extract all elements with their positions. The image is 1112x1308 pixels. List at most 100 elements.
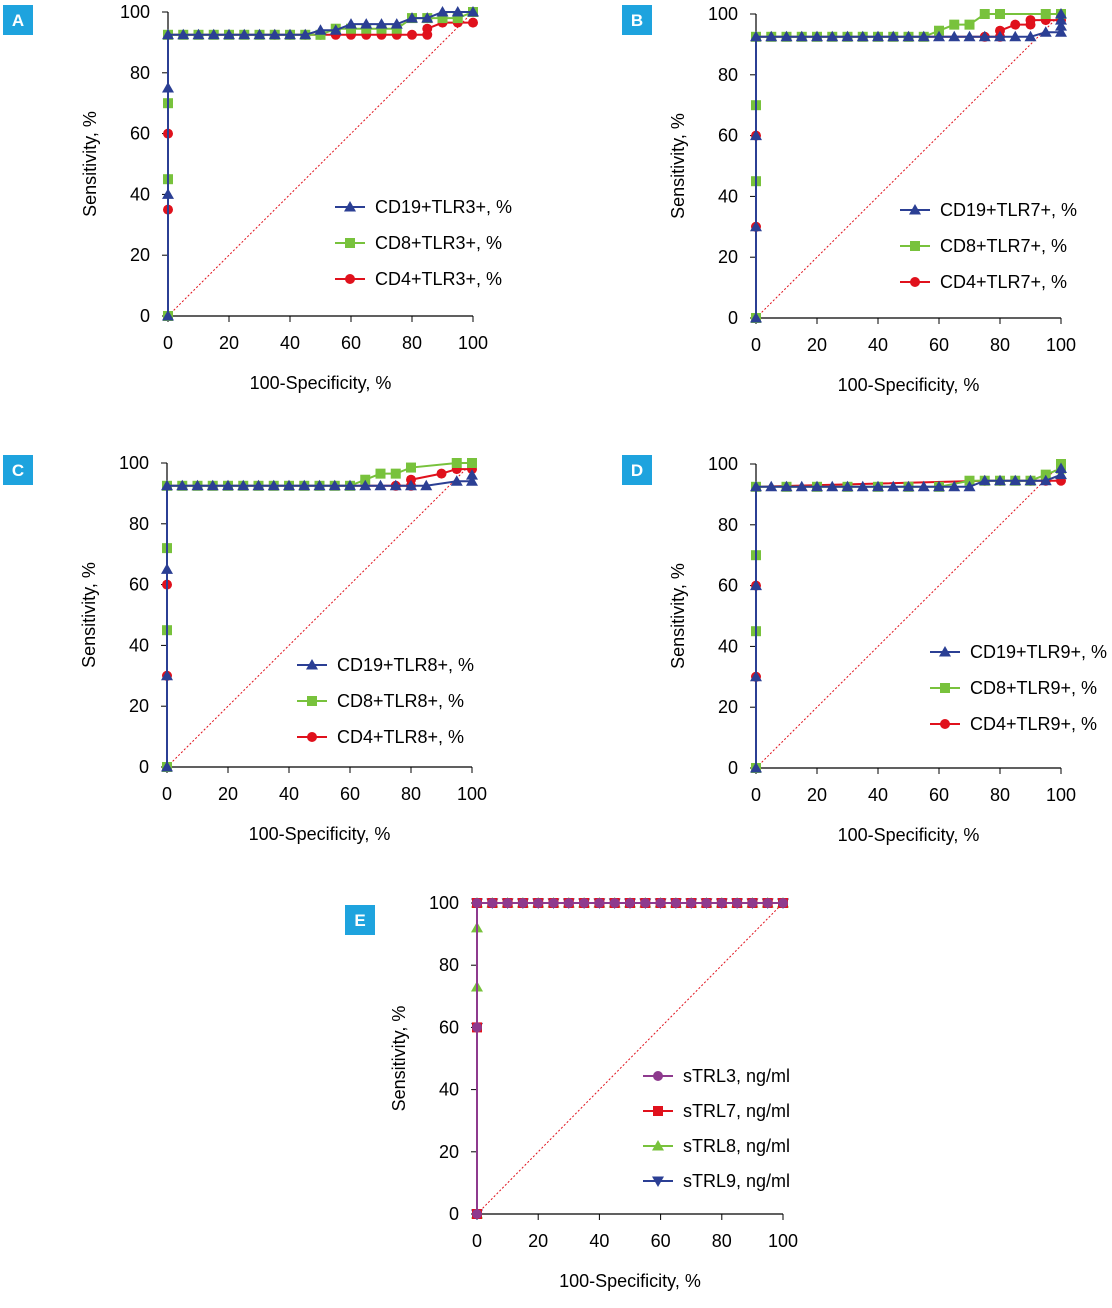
x-tick-label: 40: [280, 333, 300, 353]
data-point: [732, 898, 743, 908]
data-point: [360, 474, 371, 485]
data-point: [406, 12, 418, 23]
panel-badge: [3, 455, 33, 485]
data-point: [1055, 20, 1067, 31]
y-tick-label: 60: [129, 575, 149, 595]
x-tick-label: 40: [868, 335, 888, 355]
x-tick-label: 60: [929, 335, 949, 355]
data-point: [451, 6, 464, 17]
data-point: [315, 29, 326, 40]
data-point: [466, 469, 478, 480]
data-point: [162, 28, 174, 40]
data-point: [1024, 474, 1037, 486]
y-tick-label: 20: [439, 1142, 459, 1162]
data-point: [762, 898, 773, 908]
x-tick-label: 80: [990, 785, 1010, 805]
y-tick-label: 60: [130, 124, 150, 144]
legend-marker: [652, 1140, 664, 1151]
data-point: [299, 28, 312, 40]
data-point: [563, 898, 574, 908]
data-point: [436, 468, 447, 479]
data-point: [389, 479, 402, 491]
panel-letter: D: [631, 461, 643, 480]
y-tick-label: 20: [129, 696, 149, 716]
legend-marker: [940, 683, 950, 693]
legend-marker: [653, 1071, 663, 1081]
y-axis-label: Sensitivity, %: [389, 1006, 409, 1112]
data-point: [750, 30, 762, 42]
legend-label: CD4+TLR9+, %: [970, 714, 1097, 734]
legend-label: CD8+TLR9+, %: [970, 678, 1097, 698]
data-point: [625, 898, 635, 908]
y-axis-label: Sensitivity, %: [668, 113, 688, 219]
panel-d: D 0 20 40 60 80 100 0 20 40 60 80 100 100-Specificity…: [622, 454, 1107, 845]
data-point: [948, 480, 961, 492]
legend-marker: [940, 719, 950, 729]
legend-label: CD19+TLR8+, %: [337, 655, 474, 675]
series-0: [162, 6, 479, 321]
data-point: [407, 29, 417, 40]
data-point: [963, 480, 976, 492]
data-point: [344, 479, 356, 491]
data-point: [390, 18, 403, 29]
data-point: [686, 898, 697, 908]
data-point: [283, 479, 295, 491]
legend-label: sTRL8, ng/ml: [683, 1136, 790, 1156]
data-point: [548, 898, 559, 908]
y-tick-label: 40: [718, 636, 738, 656]
data-point: [406, 474, 416, 485]
x-tick-label: 0: [751, 785, 761, 805]
x-tick-label: 40: [279, 784, 299, 804]
series-line: [166, 468, 472, 767]
legend-label: sTRL9, ng/ml: [683, 1171, 790, 1191]
data-point: [284, 28, 296, 40]
y-tick-label: 0: [728, 308, 738, 328]
x-tick-label: 100: [1046, 335, 1076, 355]
data-point: [1009, 474, 1022, 486]
data-point: [345, 18, 357, 29]
data-point: [716, 898, 727, 908]
y-tick-label: 80: [718, 515, 738, 535]
y-tick-label: 40: [130, 184, 150, 204]
data-point: [750, 762, 762, 773]
legend: sTRL3, ng/ml sTRL7, ng/ml sTRL8, ng/ml sTRL…: [643, 1066, 790, 1191]
data-point: [778, 898, 788, 908]
legend: CD19+TLR3+, % CD8+TLR3+, % CD4+TLR3+, %: [335, 197, 512, 289]
data-point: [487, 898, 498, 908]
series-line: [166, 475, 473, 767]
x-tick-label: 40: [868, 785, 888, 805]
legend-marker: [652, 1176, 664, 1187]
data-point: [420, 479, 433, 491]
panel-letter: C: [12, 461, 24, 480]
data-point: [472, 898, 482, 908]
y-tick-label: 40: [718, 186, 738, 206]
data-point: [670, 898, 681, 908]
y-tick-label: 100: [708, 4, 738, 24]
data-point: [933, 30, 945, 42]
data-point: [640, 898, 651, 908]
panel-letter: A: [12, 11, 24, 30]
data-point: [1055, 26, 1067, 37]
x-tick-label: 0: [472, 1231, 482, 1251]
x-tick-label: 20: [218, 784, 238, 804]
data-point: [579, 898, 590, 908]
legend-marker: [345, 274, 355, 284]
y-tick-label: 40: [129, 635, 149, 655]
series-1: [162, 458, 477, 772]
y-tick-label: 0: [449, 1204, 459, 1224]
data-point: [887, 480, 900, 492]
data-point: [375, 468, 386, 479]
data-point: [267, 479, 280, 491]
y-tick-label: 80: [718, 65, 738, 85]
data-point: [887, 30, 900, 42]
y-tick-label: 80: [130, 63, 150, 83]
data-point: [750, 670, 762, 682]
data-point: [329, 24, 342, 35]
data-point: [237, 479, 250, 491]
y-tick-label: 60: [718, 126, 738, 146]
data-point: [162, 82, 174, 93]
y-tick-label: 0: [728, 758, 738, 778]
data-point: [502, 898, 513, 908]
data-point: [655, 898, 666, 908]
data-point: [466, 475, 478, 486]
